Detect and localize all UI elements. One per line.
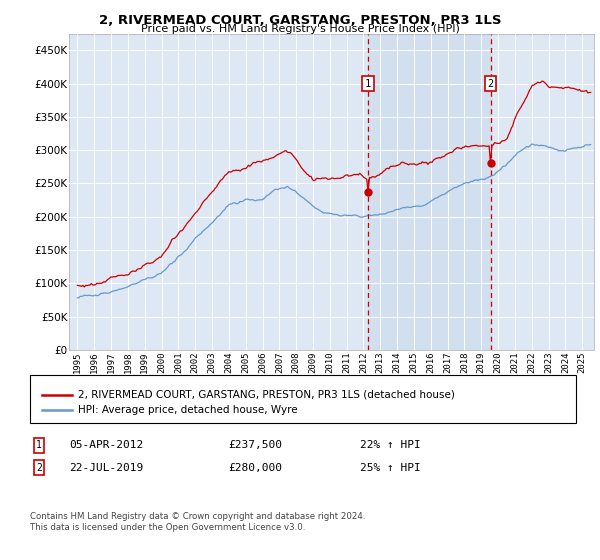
Text: 25% ↑ HPI: 25% ↑ HPI — [360, 463, 421, 473]
Text: HPI: Average price, detached house, Wyre: HPI: Average price, detached house, Wyre — [78, 405, 298, 415]
Text: 2, RIVERMEAD COURT, GARSTANG, PRESTON, PR3 1LS (detached house): 2, RIVERMEAD COURT, GARSTANG, PRESTON, P… — [78, 390, 455, 400]
Bar — [368, 34, 491, 350]
Text: Contains HM Land Registry data © Crown copyright and database right 2024.
This d: Contains HM Land Registry data © Crown c… — [30, 512, 365, 532]
Text: 1: 1 — [36, 440, 42, 450]
Text: 05-APR-2012: 05-APR-2012 — [69, 440, 143, 450]
Text: 22% ↑ HPI: 22% ↑ HPI — [360, 440, 421, 450]
Text: 22-JUL-2019: 22-JUL-2019 — [69, 463, 143, 473]
Text: £280,000: £280,000 — [228, 463, 282, 473]
Text: 2, RIVERMEAD COURT, GARSTANG, PRESTON, PR3 1LS: 2, RIVERMEAD COURT, GARSTANG, PRESTON, P… — [99, 14, 501, 27]
Text: £237,500: £237,500 — [228, 440, 282, 450]
Text: 2: 2 — [36, 463, 42, 473]
Text: 1: 1 — [365, 78, 371, 88]
Text: 2: 2 — [487, 78, 494, 88]
Text: Price paid vs. HM Land Registry's House Price Index (HPI): Price paid vs. HM Land Registry's House … — [140, 24, 460, 34]
